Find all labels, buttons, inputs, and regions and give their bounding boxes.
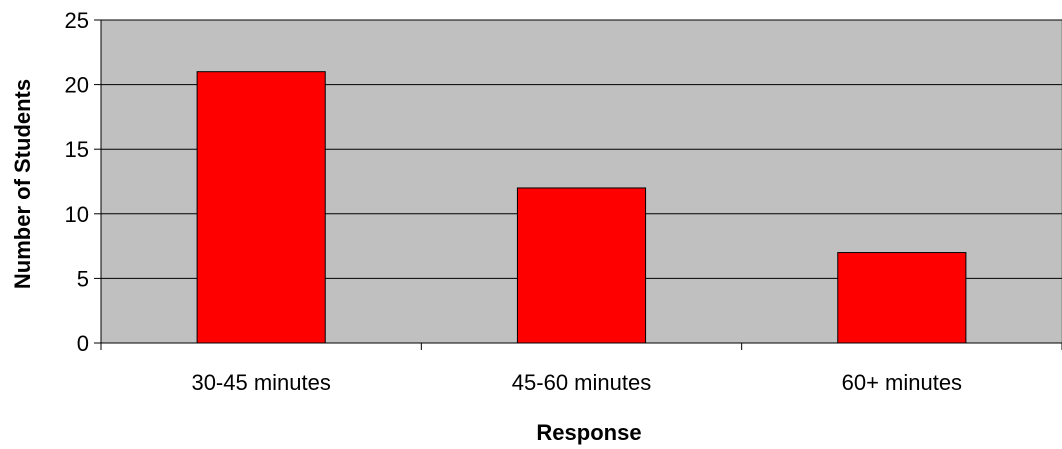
- y-tick-label: 10: [65, 202, 89, 227]
- y-tick-labels: 0 5 10 15 20 25: [65, 8, 89, 356]
- y-axis-title: Number of Students: [10, 79, 35, 289]
- y-tick-label: 15: [65, 137, 89, 162]
- bar: [516, 187, 647, 344]
- x-axis-title: Response: [536, 420, 641, 445]
- x-tick-label: 60+ minutes: [842, 370, 962, 395]
- y-tick-label: 25: [65, 8, 89, 33]
- x-tick-label: 30-45 minutes: [191, 370, 330, 395]
- y-tick-label: 5: [77, 266, 89, 291]
- y-tick-label: 20: [65, 73, 89, 98]
- x-tick-label: 45-60 minutes: [512, 370, 651, 395]
- y-tick-label: 0: [77, 331, 89, 356]
- axes: [94, 19, 1062, 350]
- x-tick-labels: 30-45 minutes 45-60 minutes 60+ minutes: [191, 370, 962, 395]
- bar: [196, 71, 326, 344]
- bar: [837, 252, 967, 344]
- bars: [196, 71, 967, 344]
